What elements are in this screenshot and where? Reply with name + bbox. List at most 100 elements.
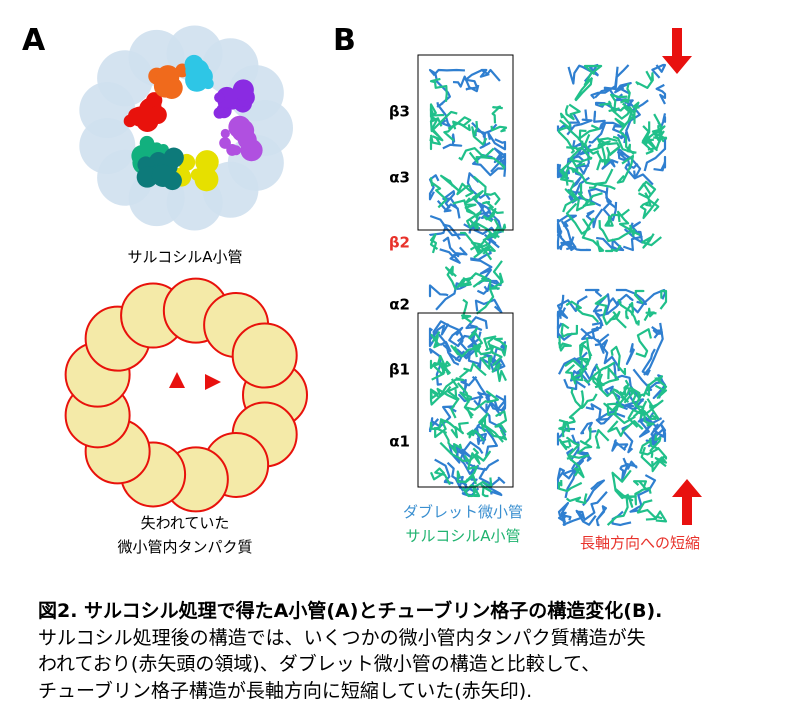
decoration — [634, 383, 650, 409]
decoration — [593, 110, 606, 130]
decoration — [476, 421, 499, 457]
decoration — [606, 396, 624, 417]
decoration — [447, 116, 472, 130]
decoration — [429, 110, 458, 133]
decoration — [566, 456, 585, 479]
decoration — [231, 322, 298, 389]
box — [417, 54, 514, 231]
decoration — [163, 147, 184, 168]
decoration — [442, 223, 467, 240]
decoration — [213, 107, 226, 119]
caption-line: サルコシル処理後の構造では、いくつかの微小管内タンパク質構造が失 — [38, 627, 646, 649]
decoration — [491, 105, 503, 124]
decoration — [654, 376, 668, 399]
decoration — [442, 190, 459, 210]
caption-line: チューブリン格子構造が長軸方向に短縮していた(赤矢印). — [38, 679, 532, 702]
decoration — [597, 137, 621, 157]
decoration — [216, 86, 238, 108]
decoration — [456, 276, 474, 289]
decoration — [622, 457, 638, 470]
decoration — [574, 78, 593, 102]
decoration — [232, 79, 254, 101]
decoration — [487, 131, 507, 151]
decoration — [429, 233, 439, 254]
decoration — [612, 135, 637, 154]
decoration — [436, 102, 452, 128]
decoration — [614, 82, 632, 95]
decoration — [640, 446, 668, 468]
decoration — [633, 289, 645, 305]
decoration — [438, 377, 465, 398]
decoration — [593, 168, 616, 191]
decoration — [556, 214, 578, 227]
decoration — [559, 112, 587, 141]
decoration — [565, 363, 588, 382]
decoration — [580, 421, 597, 435]
decoration — [491, 362, 507, 383]
decoration — [639, 437, 660, 456]
decoration — [214, 92, 225, 103]
decoration — [560, 220, 577, 252]
decoration — [490, 125, 508, 133]
decoration — [649, 434, 662, 459]
decoration — [643, 307, 657, 322]
decoration — [492, 341, 507, 369]
decoration — [643, 138, 667, 172]
decoration — [584, 134, 611, 153]
decoration — [458, 362, 487, 379]
decoration — [616, 154, 635, 184]
decoration — [628, 101, 640, 125]
decoration — [643, 328, 664, 376]
decoration — [556, 233, 572, 251]
decoration — [465, 190, 484, 204]
domain-label: β2 — [389, 234, 410, 252]
domain-label: α1 — [389, 433, 410, 451]
decoration — [566, 146, 586, 168]
decoration — [429, 388, 441, 402]
decoration — [643, 410, 657, 427]
decoration — [598, 220, 636, 243]
decoration — [599, 100, 632, 120]
decoration — [569, 189, 596, 212]
decoration — [564, 103, 581, 121]
decoration — [482, 200, 504, 215]
decoration — [634, 486, 652, 506]
decoration — [594, 301, 611, 327]
decoration — [583, 361, 616, 384]
decoration — [564, 459, 585, 499]
decoration — [231, 145, 242, 156]
decoration — [594, 429, 610, 449]
decoration — [466, 211, 482, 229]
decoration — [585, 208, 604, 229]
decoration — [612, 362, 640, 398]
decoration — [473, 175, 501, 206]
decoration — [617, 298, 640, 326]
decoration — [587, 187, 617, 209]
decoration — [460, 231, 490, 259]
decoration — [609, 310, 627, 329]
arrowhead — [205, 374, 221, 390]
decoration — [629, 474, 657, 513]
decoration — [588, 121, 623, 144]
decoration — [494, 410, 508, 434]
decoration — [591, 375, 605, 391]
decoration — [489, 337, 508, 357]
decoration — [479, 68, 501, 82]
caption-line: われており(赤矢頭の領域)、ダブレット微小管の構造と比較して、 — [38, 652, 600, 675]
decoration — [429, 129, 444, 146]
decoration — [478, 412, 489, 433]
decoration — [608, 93, 628, 113]
decoration — [186, 74, 203, 92]
decoration — [428, 323, 450, 343]
decoration — [465, 316, 488, 332]
decoration — [577, 183, 603, 207]
decoration — [477, 201, 494, 222]
domain-label: β1 — [389, 361, 410, 379]
decoration — [582, 479, 606, 507]
decoration — [452, 199, 477, 216]
decoration — [645, 510, 668, 523]
decoration — [136, 166, 158, 188]
figure-title: 図2. サルコシル処理で得たA小管(A)とチューブリン格子の構造変化(B). — [38, 599, 662, 622]
decoration — [562, 182, 578, 213]
decoration — [557, 479, 583, 493]
